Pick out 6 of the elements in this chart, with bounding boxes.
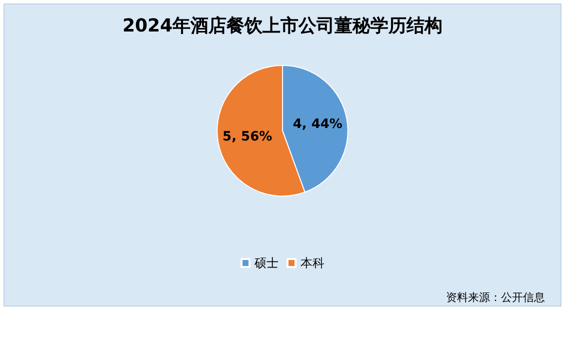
data-label: 4, 44% (292, 117, 342, 132)
legend-label: 硕士 (254, 256, 278, 270)
text: 资料来源：公开信息 (446, 291, 545, 304)
data-label: 5, 56% (222, 129, 272, 144)
legend-label: 本科 (300, 256, 324, 270)
chart-title: 2024年酒店餐饮上市公司董秘学历结构 (122, 16, 443, 36)
